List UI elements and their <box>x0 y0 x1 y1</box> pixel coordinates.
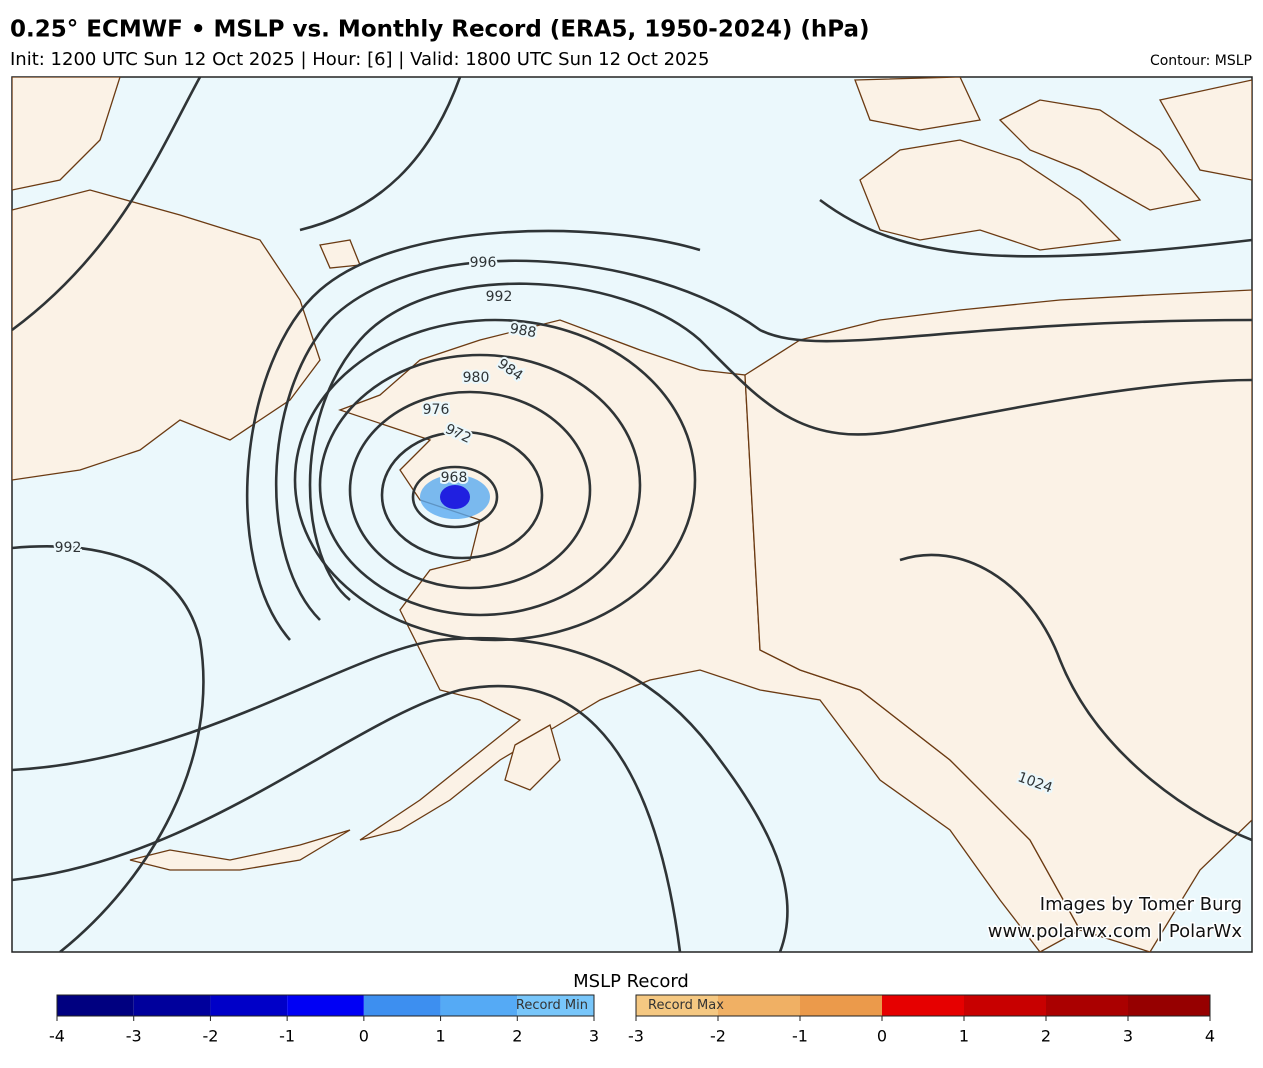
contour-label: 996 <box>470 255 497 271</box>
colorbar-tick-label: -3 <box>628 1027 644 1046</box>
contour-note: Contour: MSLP <box>1150 53 1252 69</box>
colorbar-cell <box>718 995 800 1016</box>
map <box>11 76 1253 953</box>
colorbar-cell <box>210 995 288 1016</box>
colorbar-cell <box>440 995 518 1016</box>
colorbar-tick-label: 1 <box>435 1027 445 1046</box>
colorbar-title: MSLP Record <box>573 971 689 992</box>
contour-label: 980 <box>463 370 490 386</box>
colorbar-tick-label: -2 <box>202 1027 218 1046</box>
colorbar-cell <box>882 995 964 1016</box>
colorbar-frame <box>635 994 1211 1017</box>
colorbar-tick-label: 0 <box>877 1027 887 1046</box>
colorbar-cell <box>1046 995 1128 1016</box>
colorbar-cell <box>964 995 1046 1016</box>
contour-label: 992 <box>55 540 82 556</box>
colorbar-cell <box>800 995 882 1016</box>
colorbar-tick-label: -4 <box>49 1027 65 1046</box>
colorbar-tick-label: 3 <box>1123 1027 1133 1046</box>
colorbar-label: Record Max <box>648 998 724 1013</box>
contour-label: 976 <box>423 402 450 418</box>
colorbar-cell <box>57 995 134 1016</box>
colorbar-tick-label: -1 <box>279 1027 295 1046</box>
colorbar-cell <box>636 995 718 1016</box>
colorbar-label: Record Min <box>516 998 588 1013</box>
colorbar-tick-label: -2 <box>710 1027 726 1046</box>
title: 0.25° ECMWF • MSLP vs. Monthly Record (E… <box>10 17 870 43</box>
website: www.polarwx.com | PolarWx <box>988 921 1243 942</box>
colorbar-tick-label: 1 <box>959 1027 969 1046</box>
colorbar-cell <box>517 995 594 1016</box>
subtitle: Init: 1200 UTC Sun 12 Oct 2025 | Hour: [… <box>10 49 709 70</box>
colorbar-tick-label: 3 <box>589 1027 599 1046</box>
colorbar-cell <box>1128 995 1210 1016</box>
colorbar-tick-label: 0 <box>359 1027 369 1046</box>
credit: Images by Tomer Burg <box>1040 894 1242 915</box>
colorbar-tick-label: 2 <box>512 1027 522 1046</box>
colorbar-tick-label: -1 <box>792 1027 808 1046</box>
colorbar-tick-label: -3 <box>126 1027 142 1046</box>
contour-label: 968 <box>441 470 468 486</box>
colorbar-tick-label: 2 <box>1041 1027 1051 1046</box>
colorbar-cell <box>287 995 364 1016</box>
colorbar-cell <box>363 995 441 1016</box>
colorbar-frame <box>56 994 595 1017</box>
contour-label: 992 <box>486 289 513 305</box>
colorbar-tick-label: 4 <box>1205 1027 1215 1046</box>
colorbar-cell <box>133 995 211 1016</box>
